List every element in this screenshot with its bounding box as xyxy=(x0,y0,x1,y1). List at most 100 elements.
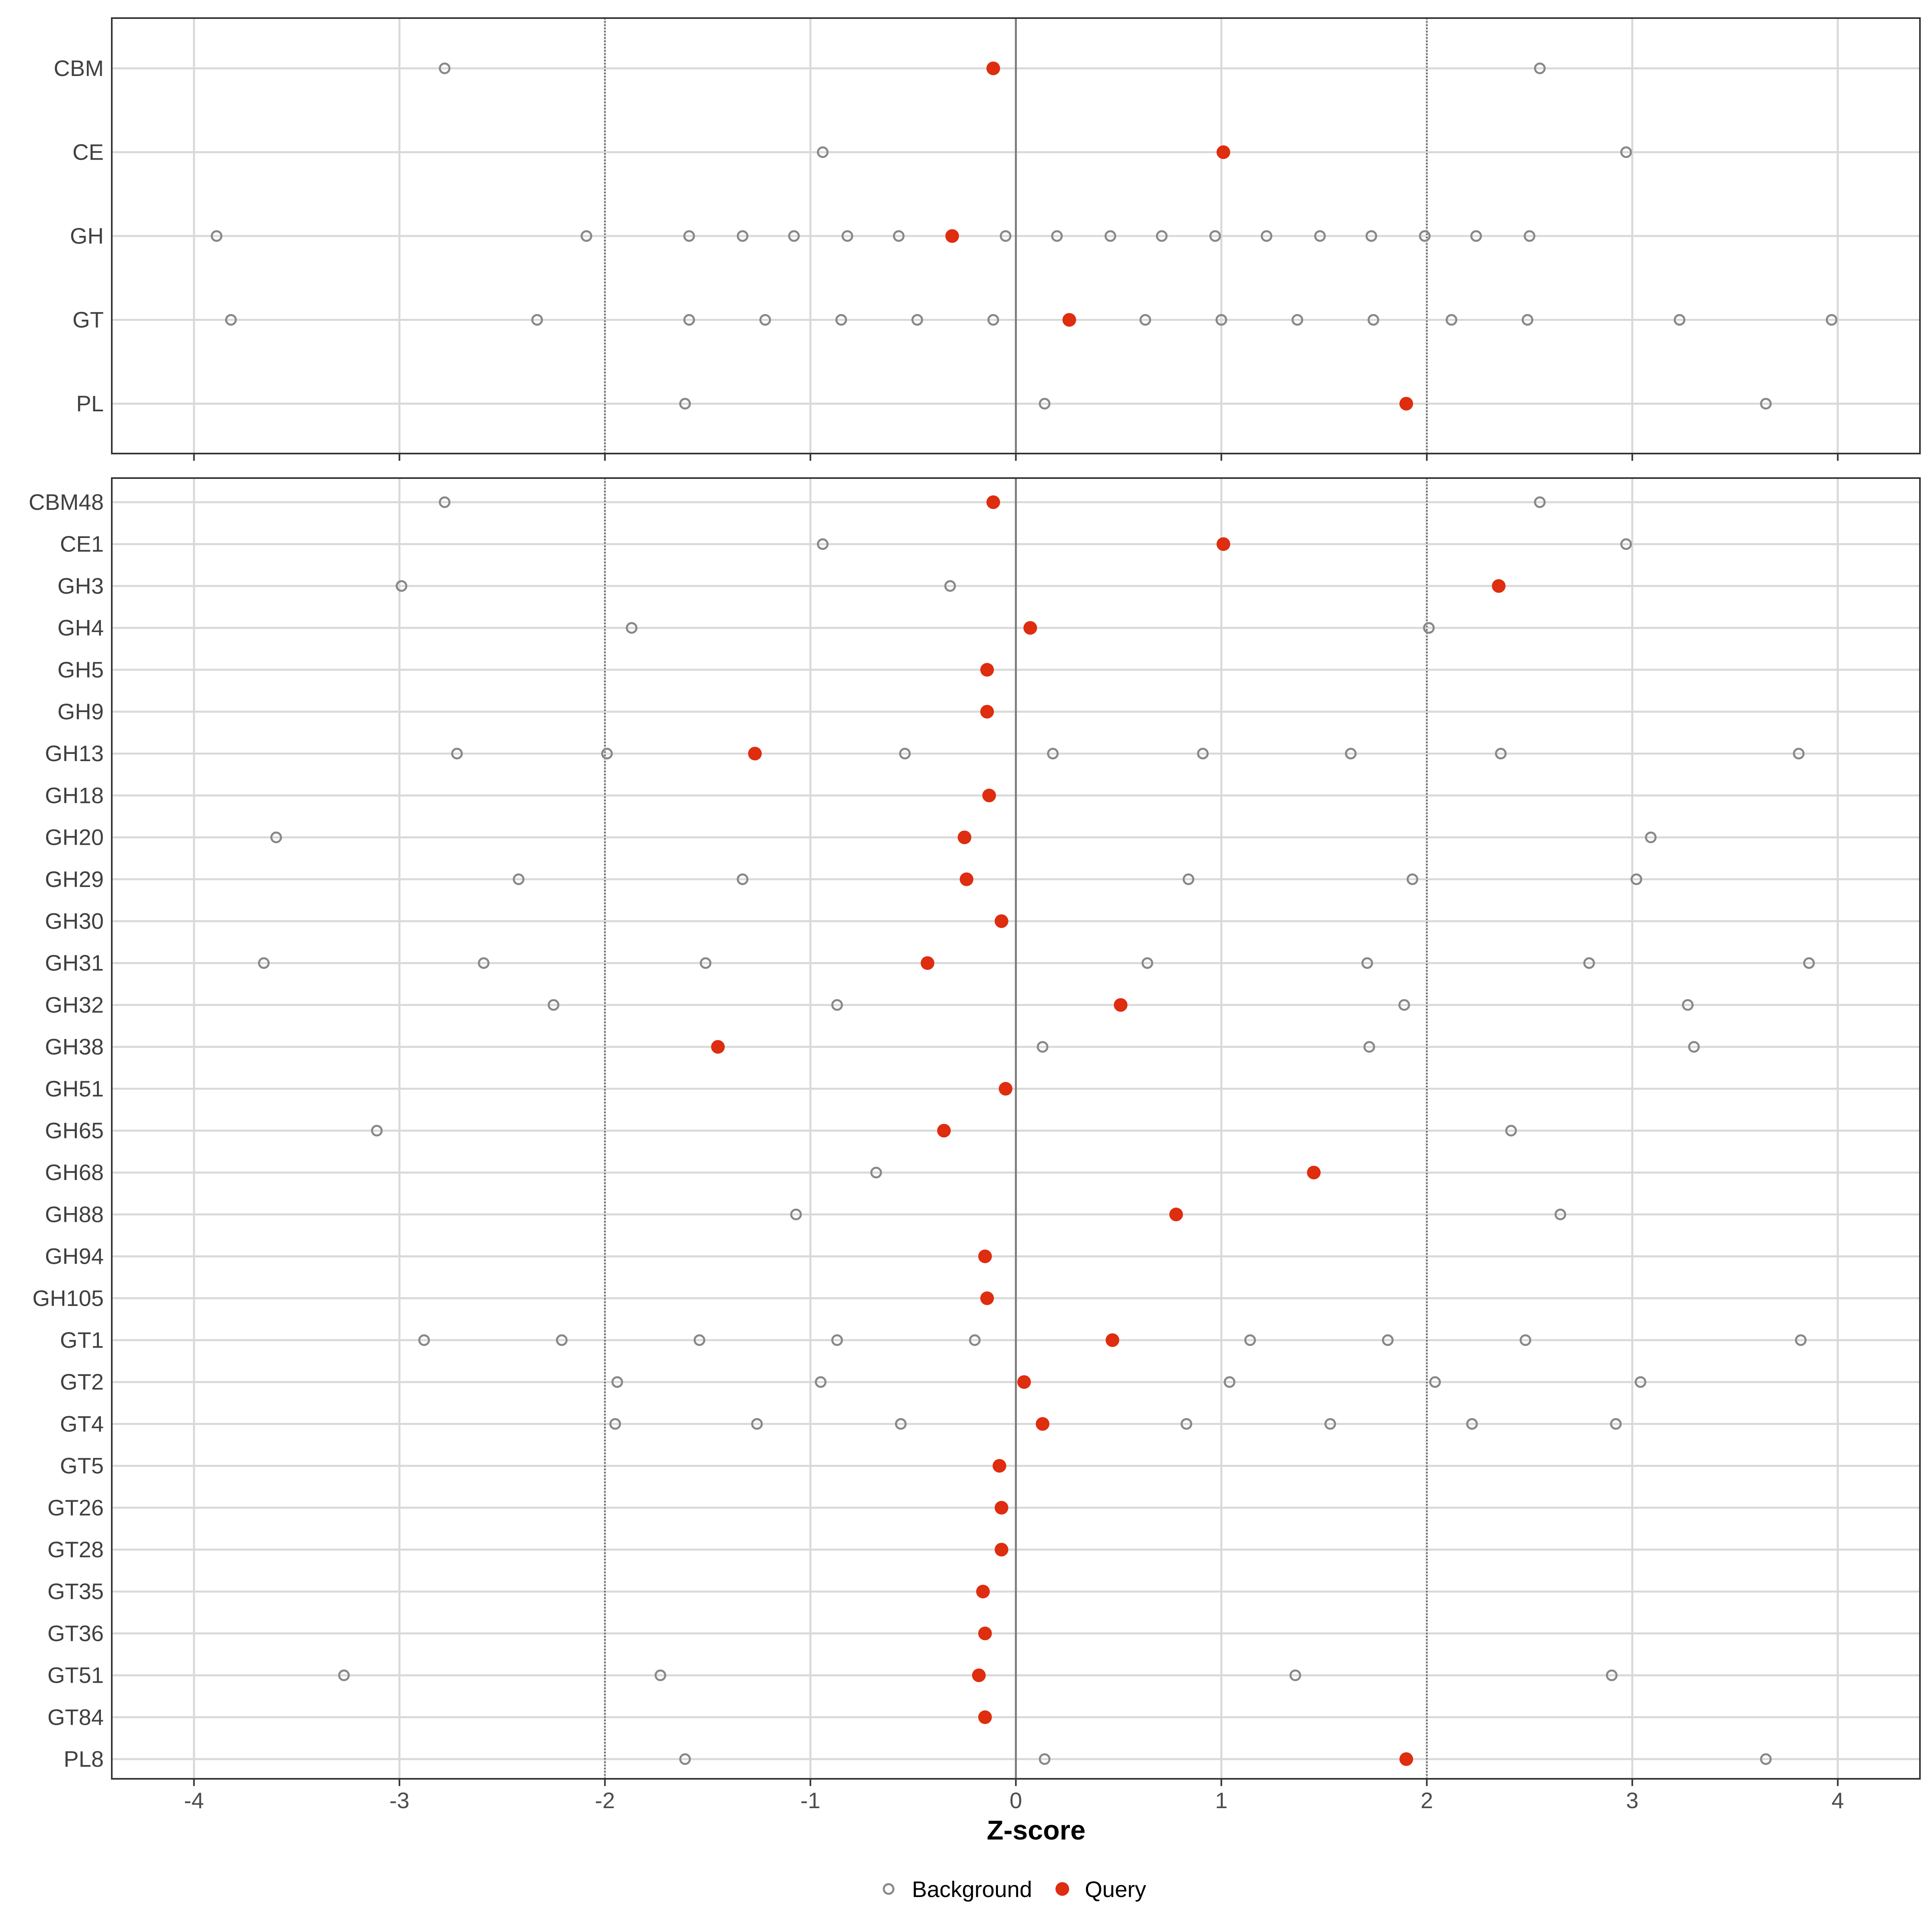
background-point xyxy=(580,230,592,242)
query-point xyxy=(972,1668,986,1682)
query-point xyxy=(959,872,973,886)
background-point xyxy=(1682,999,1694,1011)
background-point xyxy=(1620,538,1632,550)
query-point xyxy=(711,1040,725,1054)
background-point xyxy=(1470,230,1482,242)
background-point xyxy=(1037,1041,1049,1053)
query-point xyxy=(1307,1166,1321,1180)
legend-item-query: Query xyxy=(1055,1877,1146,1902)
background-point xyxy=(737,873,749,885)
background-point xyxy=(841,230,853,242)
query-point xyxy=(998,1082,1012,1096)
background-point xyxy=(895,1418,907,1430)
background-point xyxy=(601,747,613,760)
background-point xyxy=(1466,1418,1478,1430)
background-point xyxy=(1051,230,1063,242)
query-point xyxy=(976,1585,990,1599)
background-point xyxy=(987,314,999,326)
query-point xyxy=(1492,579,1506,593)
category-label: PL8 xyxy=(64,1746,104,1772)
background-point xyxy=(1606,1669,1618,1682)
background-point xyxy=(1367,314,1380,326)
background-point xyxy=(396,580,408,592)
background-point xyxy=(1645,832,1657,844)
background-point xyxy=(1423,622,1435,634)
background-point xyxy=(211,230,223,242)
category-label: GT26 xyxy=(47,1495,104,1520)
background-point xyxy=(609,1418,621,1430)
category-label: GH5 xyxy=(57,657,104,682)
background-point xyxy=(1495,747,1507,760)
category-label: GH32 xyxy=(45,992,104,1017)
query-point xyxy=(978,1249,992,1263)
background-point xyxy=(1792,747,1805,760)
x-tick-label: -1 xyxy=(801,1788,821,1813)
category-label: GH31 xyxy=(45,950,104,975)
category-label: GT5 xyxy=(60,1453,104,1478)
query-point xyxy=(748,747,762,761)
background-point xyxy=(1523,230,1536,242)
background-point xyxy=(1795,1334,1807,1346)
background-point xyxy=(611,1376,623,1388)
background-point xyxy=(944,580,956,592)
query-point xyxy=(1399,1752,1413,1766)
background-point xyxy=(1634,1376,1647,1388)
background-point xyxy=(531,314,543,326)
panels-group: CBM CE GH GT PL CBM48 CE1 GH3 GH4 GH5 GH9 GH13 GH18 G… xyxy=(29,17,1921,1786)
query-point xyxy=(978,1710,992,1724)
category-label: GH38 xyxy=(45,1034,104,1059)
background-point xyxy=(1039,1753,1051,1765)
background-point xyxy=(1345,747,1357,760)
background-point xyxy=(817,538,829,550)
x-tick-label: 3 xyxy=(1626,1788,1638,1813)
category-label: CE xyxy=(72,140,104,165)
query-point xyxy=(1023,621,1037,635)
query-point xyxy=(980,663,994,677)
query-point xyxy=(937,1124,951,1137)
background-point xyxy=(1142,957,1154,969)
background-point xyxy=(683,230,695,242)
query-point xyxy=(1035,1417,1049,1431)
category-label: GH51 xyxy=(45,1076,104,1101)
background-point xyxy=(788,230,800,242)
background-point xyxy=(1554,1208,1567,1220)
x-tick-label: 0 xyxy=(1010,1788,1022,1813)
query-point xyxy=(1017,1375,1031,1389)
background-point xyxy=(1610,1418,1622,1430)
background-point xyxy=(679,1753,691,1765)
background-point xyxy=(790,1208,802,1220)
query-point xyxy=(1216,537,1230,551)
category-label: GH4 xyxy=(57,615,104,641)
background-point xyxy=(1620,146,1632,158)
query-point xyxy=(1105,1333,1119,1347)
background-point xyxy=(1361,957,1373,969)
query-point xyxy=(994,1543,1008,1556)
background-point xyxy=(338,1669,350,1682)
background-point xyxy=(835,314,847,326)
legend-item-background: Background xyxy=(883,1877,1032,1902)
x-tick-label: 2 xyxy=(1421,1788,1433,1813)
category-label: GH18 xyxy=(45,782,104,808)
x-axis-title: Z-score xyxy=(987,1815,1086,1846)
panel-family: CBM CE GH GT PL xyxy=(54,17,1921,461)
background-point xyxy=(683,314,695,326)
category-label: CE1 xyxy=(60,531,104,556)
background-point xyxy=(899,747,911,760)
category-label: GH13 xyxy=(45,741,104,766)
background-point xyxy=(478,957,490,969)
background-point xyxy=(694,1334,706,1346)
x-axis: -4 -3 -2 -1 0 1 2 3 4 xyxy=(184,1788,1844,1813)
background-point xyxy=(1760,398,1772,410)
x-tick-label: 1 xyxy=(1215,1788,1228,1813)
category-label: CBM xyxy=(54,55,104,81)
category-label: GT36 xyxy=(47,1620,104,1646)
background-point xyxy=(815,1376,827,1388)
background-point xyxy=(1156,230,1168,242)
background-point xyxy=(1314,230,1326,242)
category-label: GH105 xyxy=(33,1285,104,1311)
category-label: GT4 xyxy=(60,1411,104,1436)
category-label: PL xyxy=(76,391,104,416)
category-label: GH29 xyxy=(45,866,104,892)
background-point xyxy=(1760,1753,1772,1765)
